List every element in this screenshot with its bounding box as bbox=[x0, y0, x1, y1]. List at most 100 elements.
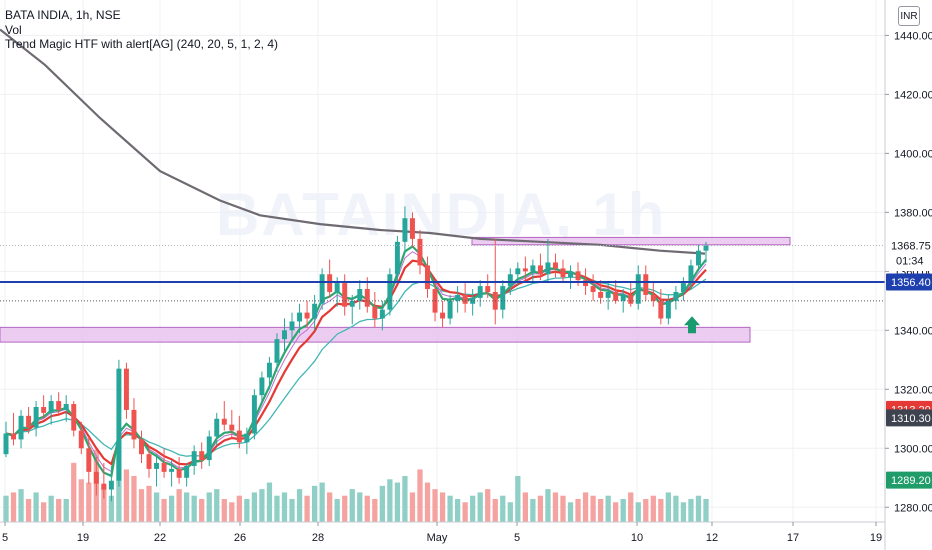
volume-bar bbox=[349, 489, 355, 522]
moving-averages bbox=[0, 28, 707, 478]
candle-body bbox=[108, 480, 114, 490]
price-label-bg bbox=[886, 471, 932, 489]
candle-body bbox=[695, 250, 701, 266]
price-tick-label: 1300.00 bbox=[894, 443, 932, 455]
volume-bar bbox=[590, 495, 596, 522]
currency-button[interactable]: INR bbox=[898, 6, 920, 26]
candle-body bbox=[48, 401, 54, 413]
price-tick-label: 1400.00 bbox=[894, 148, 932, 160]
volume-bar bbox=[131, 476, 137, 522]
candle-body bbox=[26, 415, 32, 428]
volume-bar bbox=[613, 502, 619, 522]
candle-body bbox=[680, 283, 686, 292]
price-tick-label: 1280.00 bbox=[894, 502, 932, 514]
volume-bar bbox=[424, 482, 431, 522]
volume-bar bbox=[515, 476, 521, 522]
candle-body bbox=[251, 395, 257, 434]
time-tick-label: 12 bbox=[706, 532, 718, 544]
candle-body bbox=[63, 404, 69, 410]
volume-bar bbox=[251, 492, 258, 522]
candle-body bbox=[650, 294, 656, 301]
candle-body bbox=[86, 448, 92, 472]
volume-bar bbox=[402, 476, 408, 522]
candle-body bbox=[184, 465, 190, 478]
candle-body bbox=[266, 362, 272, 378]
candle-body bbox=[327, 274, 333, 292]
volume-bar bbox=[334, 499, 340, 522]
volume-bar bbox=[319, 482, 325, 522]
candle-body bbox=[206, 436, 212, 461]
candle-body bbox=[282, 330, 287, 340]
volume-bar bbox=[71, 462, 77, 522]
candle-body bbox=[229, 424, 235, 431]
volume-bars bbox=[3, 439, 709, 522]
volume-bar bbox=[33, 492, 39, 522]
candle-body bbox=[522, 268, 528, 272]
volume-bar bbox=[146, 485, 152, 522]
up-arrow-icon bbox=[684, 316, 700, 334]
time-tick-label: May bbox=[427, 532, 448, 544]
volume-bar bbox=[552, 492, 559, 522]
volume-bar bbox=[184, 492, 190, 522]
candle-body bbox=[455, 294, 461, 301]
volume-bar bbox=[673, 495, 679, 522]
candle-body bbox=[703, 245, 709, 251]
candle-body bbox=[409, 218, 415, 239]
volume-bar bbox=[364, 495, 370, 522]
candle-body bbox=[191, 451, 197, 466]
candle-body bbox=[673, 291, 679, 301]
candle-body bbox=[199, 451, 205, 461]
price-label-bg bbox=[886, 237, 932, 272]
candle-body bbox=[560, 268, 566, 278]
volume-bar bbox=[439, 492, 446, 522]
volume-bar bbox=[462, 502, 468, 522]
grid bbox=[0, 0, 885, 522]
candle-body bbox=[334, 283, 340, 292]
time-tick-label: 19 bbox=[870, 532, 882, 544]
candle-body bbox=[131, 409, 137, 440]
legend-title[interactable]: BATA INDIA, 1h, NSE bbox=[5, 8, 121, 22]
volume-bar bbox=[289, 499, 295, 522]
price-label-bg bbox=[886, 273, 932, 291]
candle-body bbox=[349, 300, 355, 307]
volume-bar bbox=[650, 495, 656, 522]
candle-body bbox=[274, 339, 280, 363]
legend-vol[interactable]: Vol bbox=[5, 22, 22, 37]
candle-body bbox=[41, 406, 47, 413]
candle-body bbox=[515, 268, 521, 275]
candle-body bbox=[357, 289, 363, 301]
candle-body bbox=[440, 312, 446, 319]
candle-body bbox=[161, 463, 167, 472]
volume-bar bbox=[3, 495, 9, 522]
volume-bar bbox=[296, 489, 303, 522]
candle-body bbox=[462, 294, 468, 304]
volume-bar bbox=[10, 492, 17, 522]
candles bbox=[3, 206, 709, 502]
candle-body bbox=[123, 368, 129, 410]
volume-bar bbox=[123, 469, 130, 522]
price-label-bg bbox=[886, 409, 932, 427]
candle-body bbox=[214, 418, 220, 437]
volume-bar bbox=[620, 499, 626, 522]
candle-body bbox=[688, 265, 694, 284]
candle-body bbox=[93, 471, 99, 484]
volume-bar bbox=[229, 502, 235, 522]
candle-body bbox=[590, 286, 596, 292]
candle-body bbox=[500, 286, 506, 310]
volume-bar bbox=[643, 499, 649, 522]
candle-body bbox=[312, 303, 318, 319]
volume-bar bbox=[86, 482, 92, 522]
candle-body bbox=[552, 262, 558, 269]
volume-bar bbox=[507, 502, 513, 522]
candle-body bbox=[537, 265, 543, 275]
time-tick-label: 19 bbox=[77, 532, 89, 544]
volume-bar bbox=[665, 492, 671, 522]
volume-bar bbox=[357, 492, 363, 522]
legend-indicator[interactable]: Trend Magic HTF with alert[AG] (240, 20,… bbox=[5, 37, 278, 51]
legend: BATA INDIA, 1h, NSE Vol Trend Magic HTF … bbox=[5, 8, 278, 52]
candle-body bbox=[545, 262, 551, 275]
volume-bar bbox=[379, 485, 385, 522]
